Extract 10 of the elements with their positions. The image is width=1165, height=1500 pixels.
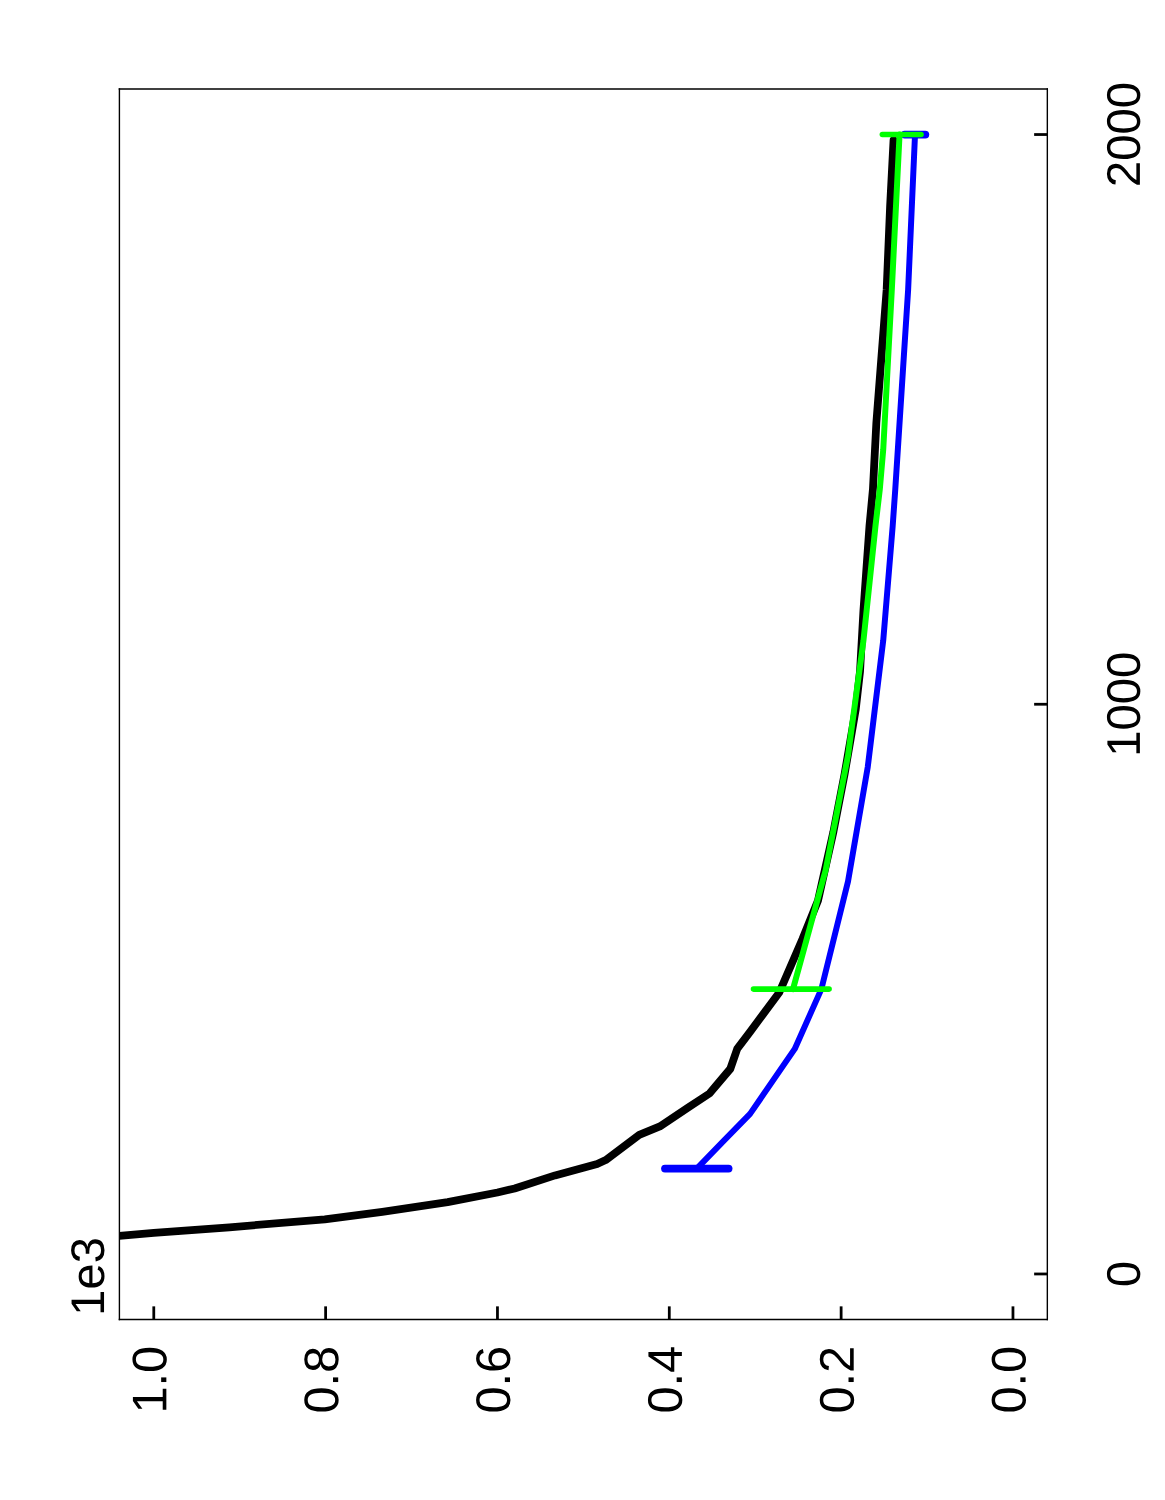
x-tick-label: 0.2: [819, 1348, 855, 1412]
y-axis-title: 1e3: [71, 1239, 105, 1313]
y-tick-label: 2000: [1106, 83, 1141, 185]
x-tick-label: 0.6: [476, 1348, 511, 1412]
x-tick-label: 1.0: [132, 1347, 167, 1410]
x-tick-label: 0.8: [304, 1348, 339, 1412]
y-tick-label: 0: [1106, 1262, 1141, 1286]
y-tick-label: 1000: [1106, 653, 1141, 754]
x-tick-label: 0.0: [991, 1347, 1027, 1412]
x-tick-label: 0.4: [647, 1347, 683, 1412]
